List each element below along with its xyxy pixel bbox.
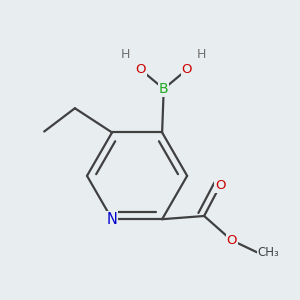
Text: O: O [182, 63, 192, 76]
Text: CH₃: CH₃ [257, 246, 279, 259]
Text: B: B [159, 82, 169, 96]
Text: O: O [135, 63, 146, 76]
Text: O: O [226, 234, 237, 247]
Text: H: H [197, 48, 206, 62]
Text: N: N [106, 212, 118, 227]
Text: H: H [121, 48, 130, 62]
Text: O: O [215, 179, 226, 192]
